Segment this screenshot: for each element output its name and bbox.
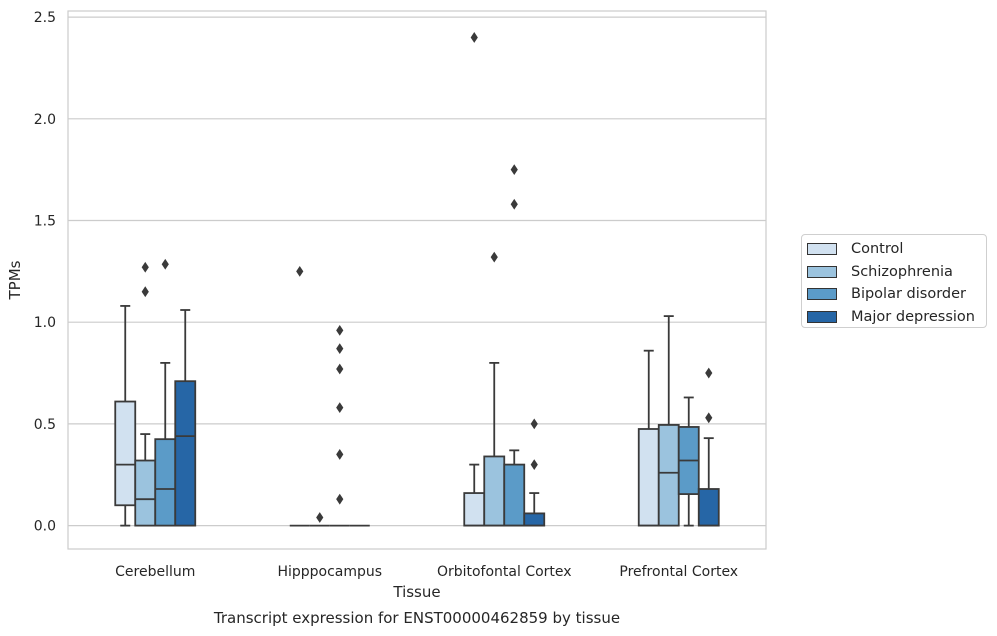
outlier-point bbox=[336, 363, 344, 375]
outlier-point bbox=[141, 261, 149, 273]
chart-title: Transcript expression for ENST0000046285… bbox=[213, 609, 620, 627]
box-body bbox=[483, 455, 506, 527]
outlier-point bbox=[336, 343, 344, 355]
y-tick-labels: 0.0 0.5 1.0 1.5 2.0 2.5 bbox=[34, 10, 56, 535]
outlier-point bbox=[705, 412, 713, 424]
box-body bbox=[637, 428, 660, 527]
legend-swatch-bipolar-disorder bbox=[807, 288, 837, 301]
y-axis-label: TPMs bbox=[6, 260, 24, 300]
box-body bbox=[657, 424, 680, 527]
legend-label: Control bbox=[851, 241, 904, 258]
box-2-1 bbox=[483, 251, 506, 527]
legend-item-schizophrenia: Schizophrenia bbox=[807, 261, 986, 284]
outlier-point bbox=[470, 32, 478, 43]
y-tick-label: 1.5 bbox=[34, 214, 56, 230]
outlier-point bbox=[316, 512, 324, 523]
outlier-point bbox=[490, 251, 498, 263]
outlier-point bbox=[510, 164, 518, 176]
box-body bbox=[174, 380, 197, 527]
box-0-2 bbox=[154, 258, 177, 527]
box-body bbox=[523, 512, 546, 527]
x-tick-label: Prefrontal Cortex bbox=[619, 564, 738, 580]
outlier-point bbox=[705, 367, 713, 379]
box-3-3 bbox=[697, 367, 720, 527]
legend-swatch-control bbox=[807, 243, 837, 256]
legend-label: Major depression bbox=[851, 308, 975, 325]
legend-item-control: Control bbox=[807, 238, 986, 261]
box-1-2 bbox=[329, 324, 350, 527]
box-body bbox=[134, 459, 157, 527]
y-tick-label: 0.5 bbox=[34, 417, 56, 433]
y-tick-label: 0.0 bbox=[34, 519, 56, 535]
box-body bbox=[463, 492, 486, 527]
outlier-point bbox=[510, 198, 518, 210]
box-body bbox=[154, 438, 177, 527]
legend-label: Bipolar disorder bbox=[851, 286, 966, 303]
x-tick-labels: Cerebellum Hipppocampus Orbitofontal Corte… bbox=[115, 564, 738, 580]
outlier-point bbox=[336, 402, 344, 414]
outlier-point bbox=[530, 459, 538, 470]
legend-swatch-schizophrenia bbox=[807, 265, 837, 278]
outlier-point bbox=[296, 265, 304, 277]
x-tick-label: Cerebellum bbox=[115, 564, 195, 580]
outlier-point bbox=[336, 324, 344, 336]
box-body bbox=[503, 463, 526, 527]
y-tick-label: 2.5 bbox=[34, 10, 56, 26]
outlier-point bbox=[336, 493, 344, 505]
x-tick-label: Hipppocampus bbox=[277, 564, 382, 580]
box-0-3 bbox=[174, 309, 197, 527]
box-body bbox=[697, 488, 720, 527]
box-3-2 bbox=[677, 396, 700, 527]
box-2-0 bbox=[463, 32, 486, 527]
legend-item-major-depression: Major depression bbox=[807, 306, 986, 329]
outlier-point bbox=[161, 258, 169, 270]
outlier-point bbox=[530, 418, 538, 430]
box-2-2 bbox=[503, 164, 526, 527]
x-axis-label: Tissue bbox=[392, 583, 440, 601]
y-tick-label: 1.0 bbox=[34, 315, 56, 331]
box-1-0 bbox=[289, 265, 310, 527]
box-0-0 bbox=[114, 305, 137, 527]
outlier-point bbox=[336, 449, 344, 460]
legend-swatch-major-depression bbox=[807, 310, 837, 323]
x-tick-label: Orbitofontal Cortex bbox=[437, 564, 572, 580]
box-1-1 bbox=[309, 512, 330, 527]
legend: Control Schizophrenia Bipolar disorder M… bbox=[801, 234, 987, 328]
box-groups bbox=[114, 32, 720, 527]
box-body bbox=[114, 400, 137, 507]
y-tick-label: 2.0 bbox=[34, 112, 56, 128]
box-2-3 bbox=[523, 418, 546, 527]
outlier-point bbox=[141, 286, 149, 298]
legend-label: Schizophrenia bbox=[851, 263, 953, 280]
legend-item-bipolar-disorder: Bipolar disorder bbox=[807, 283, 986, 306]
